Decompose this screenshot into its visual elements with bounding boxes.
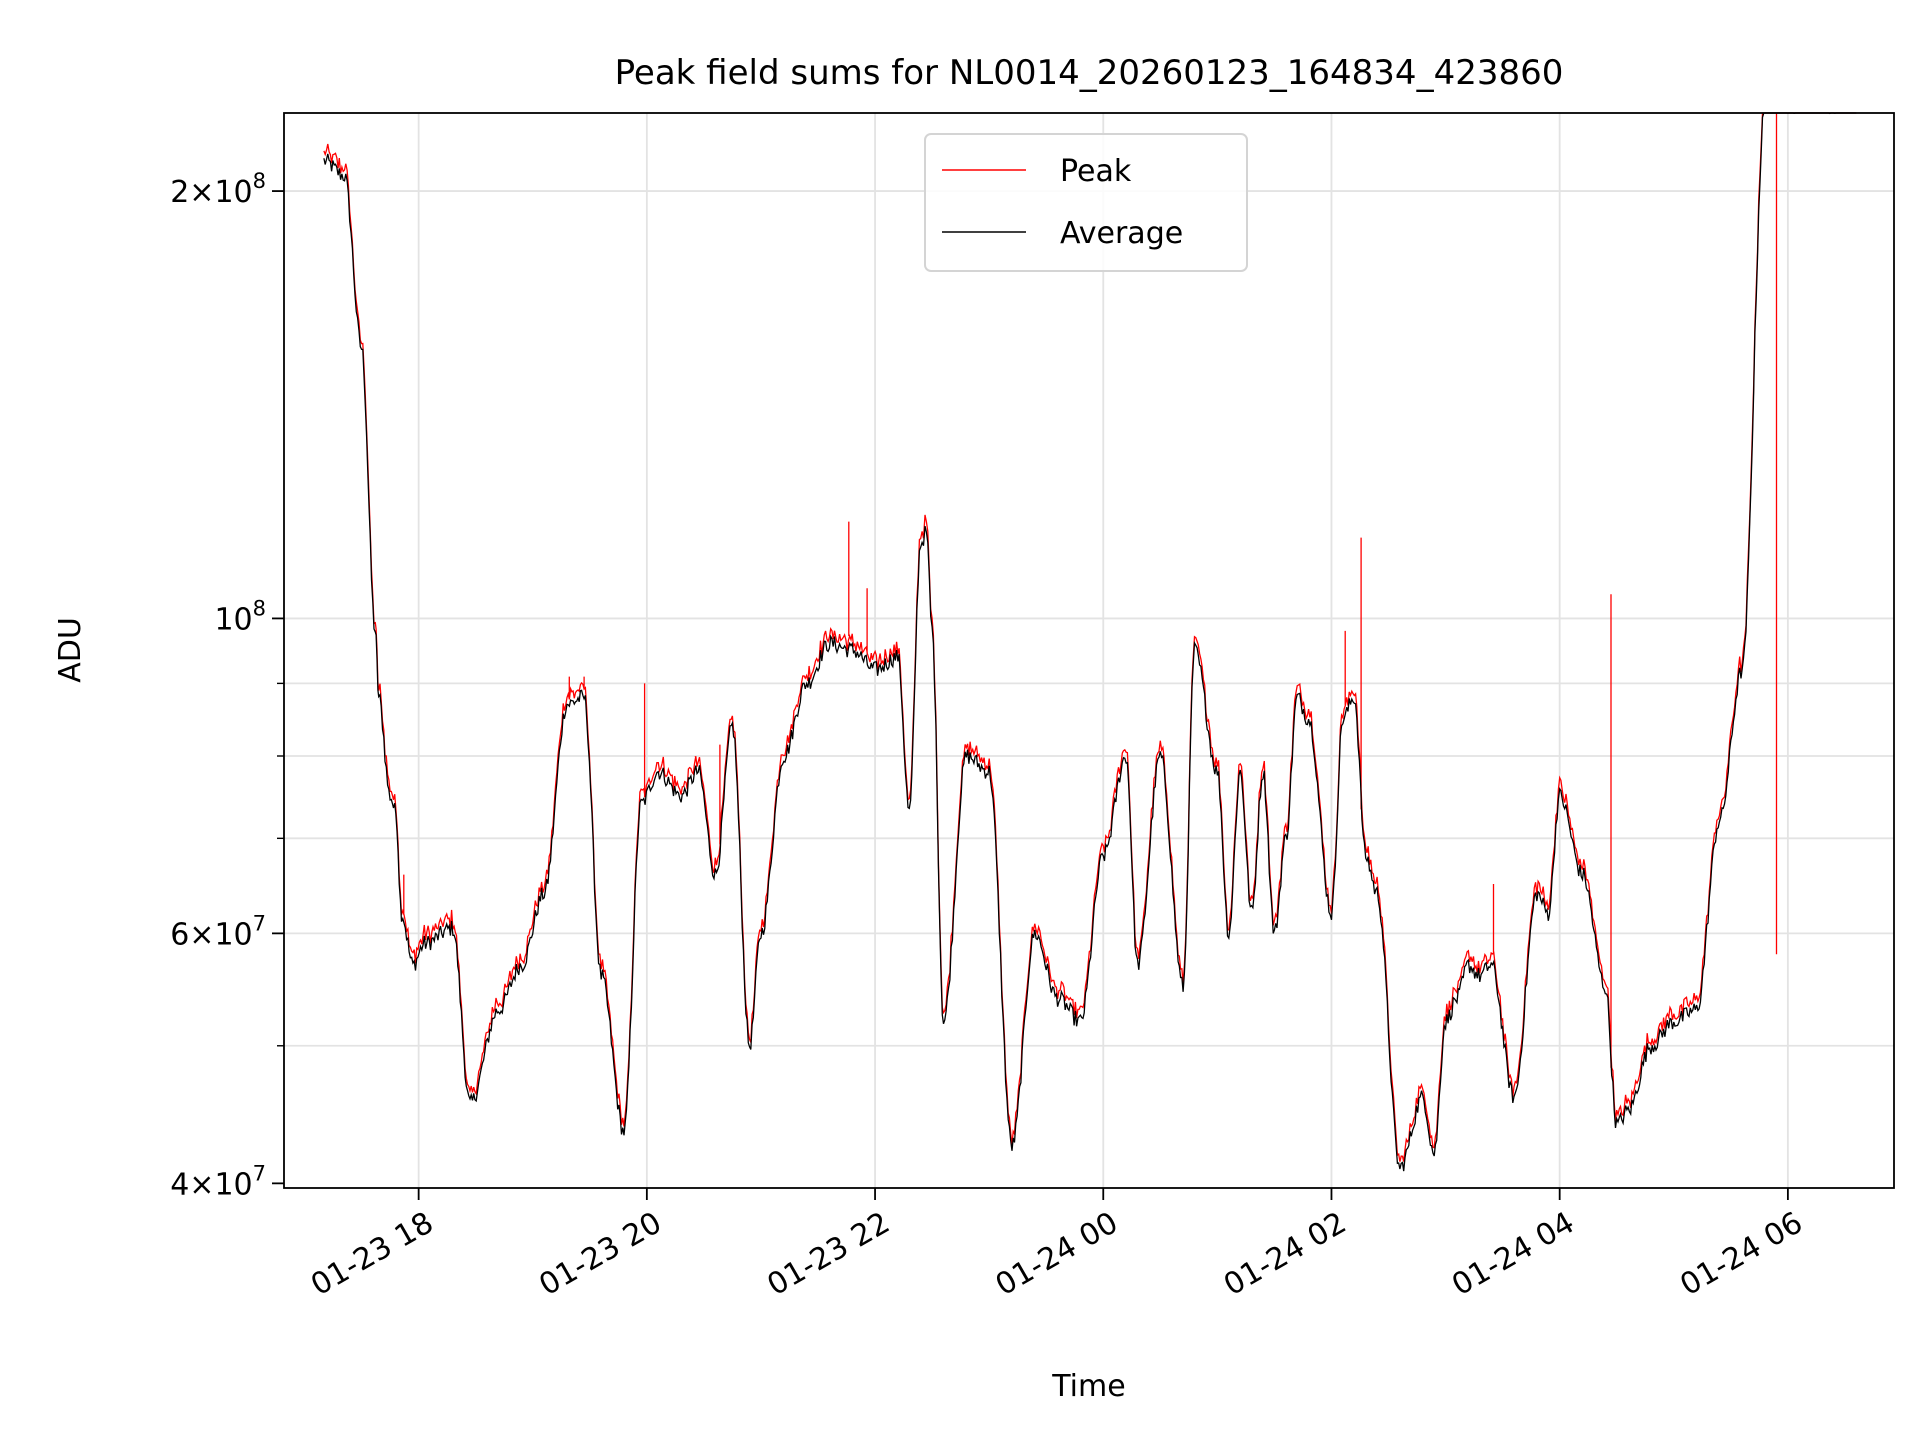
y-axis: 4×107 6×107 108 2×108 [170, 169, 284, 1202]
y-tick-label: 108 [214, 596, 266, 637]
y-tick-label: 6×107 [170, 911, 266, 952]
series [323, 112, 1857, 1172]
plot-area [284, 113, 1894, 1188]
x-axis-label: Time [1051, 1369, 1125, 1404]
y-tick-label: 4×107 [170, 1161, 266, 1202]
chart-title: Peak field sums for NL0014_20260123_1648… [615, 53, 1564, 93]
legend-label-average: Average [1060, 216, 1183, 251]
legend: Peak Average [924, 133, 1248, 272]
plot-frame [283, 112, 1895, 1189]
series-line-peak [323, 112, 1857, 1162]
y-tick-label: 2×108 [170, 169, 266, 210]
legend-box [924, 133, 1248, 272]
y-axis-label: ADU [53, 617, 88, 683]
legend-label-peak: Peak [1060, 154, 1132, 189]
series-line-average [323, 112, 1857, 1172]
